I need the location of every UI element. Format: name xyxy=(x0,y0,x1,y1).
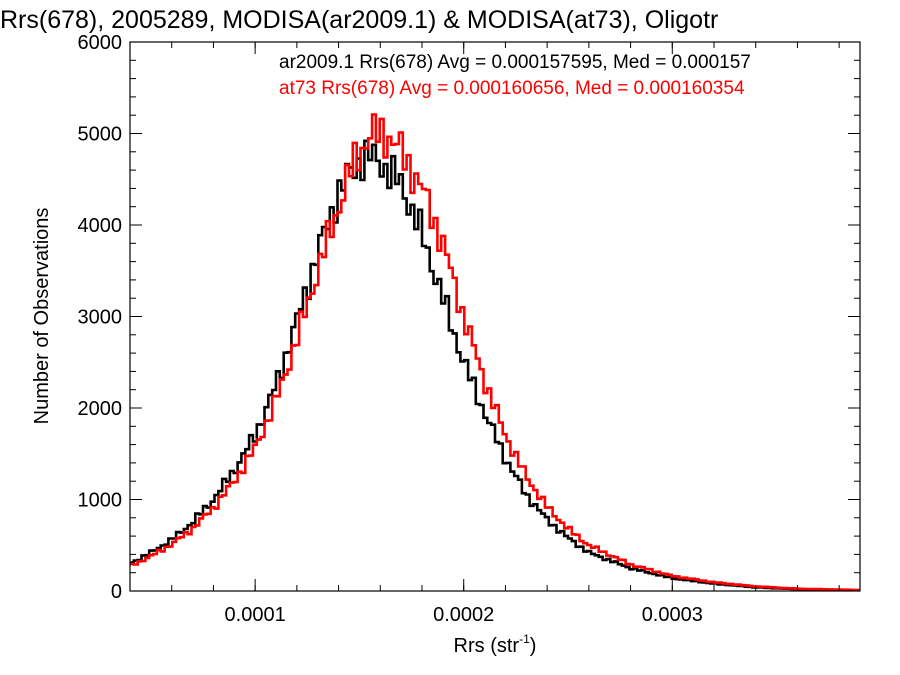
x-axis-label-close: ) xyxy=(530,635,537,657)
plot-area xyxy=(129,41,861,592)
x-axis-label-main: Rrs (str xyxy=(454,635,520,657)
x-tick-label: 0.0002 xyxy=(433,604,494,626)
x-axis-label-superscript: -1 xyxy=(519,632,530,646)
y-tick-label: 3000 xyxy=(78,307,123,329)
y-tick-label: 1000 xyxy=(78,490,123,512)
plot-frame xyxy=(129,41,861,592)
chart-title: Rrs(678), 2005289, MODISA(ar2009.1) & MO… xyxy=(0,6,718,34)
y-axis-ticks: 0 1000 2000 3000 4000 5000 6000 xyxy=(78,32,860,603)
legend-entry-ar2009-1: ar2009.1 Rrs(678) Avg = 0.000157595, Med… xyxy=(279,52,751,73)
y-tick-label: 4000 xyxy=(78,215,123,237)
x-axis-ticks: 0.0001 0.0002 0.0003 xyxy=(129,42,840,626)
y-tick-label: 0 xyxy=(111,581,122,603)
series-ar2009-1-histogram xyxy=(130,139,860,592)
y-axis-label: Number of Observations xyxy=(31,208,53,425)
y-tick-label: 6000 xyxy=(78,32,123,54)
y-tick-label: 2000 xyxy=(78,398,123,420)
legend-entry-at73: at73 Rrs(678) Avg = 0.000160656, Med = 0… xyxy=(279,78,745,99)
y-tick-label: 5000 xyxy=(78,124,123,146)
series-at73-histogram xyxy=(130,113,860,592)
x-axis-label: Rrs (str-1) xyxy=(454,632,537,657)
x-tick-label: 0.0001 xyxy=(225,604,286,626)
x-tick-label: 0.0003 xyxy=(642,604,703,626)
